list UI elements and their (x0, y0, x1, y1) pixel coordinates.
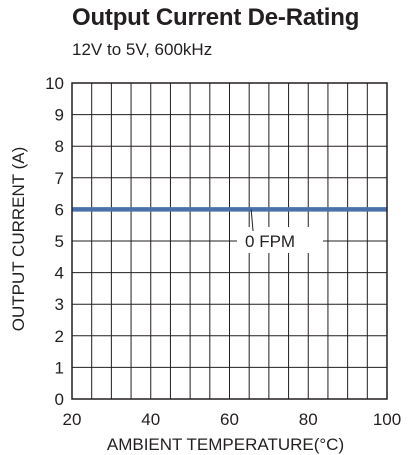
x-tick-label: 20 (63, 410, 82, 429)
x-tick-label: 60 (220, 410, 239, 429)
chart-title: Output Current De-Rating (72, 4, 360, 31)
plot-border (71, 82, 388, 400)
x-axis-label: AMBIENT TEMPERATURE(°C) (107, 435, 344, 454)
y-tick-label: 7 (55, 169, 64, 188)
y-tick-label: 2 (55, 327, 64, 346)
y-tick-label: 0 (55, 390, 64, 409)
y-tick-label: 6 (55, 200, 64, 219)
x-tick-label: 80 (299, 410, 318, 429)
annotations: 0 FPM (237, 209, 324, 253)
y-tick-label: 5 (55, 232, 64, 251)
y-tick-label: 8 (55, 137, 64, 156)
y-tick-label: 3 (55, 295, 64, 314)
chart-subtitle: 12V to 5V, 600kHz (72, 40, 213, 59)
annotation-label: 0 FPM (245, 232, 295, 251)
y-tick-label: 9 (55, 106, 64, 125)
x-tick-label: 100 (373, 410, 401, 429)
annotation-leader-line (250, 209, 254, 232)
annotation-background (237, 227, 324, 253)
x-tick-label: 40 (141, 410, 160, 429)
y-tick-label: 10 (45, 74, 64, 93)
tick-labels: 0 1 2 3 4 5 6 7 8 9 10 20 40 60 80 100 (45, 74, 401, 429)
y-tick-label: 4 (55, 264, 64, 283)
grid (72, 83, 387, 399)
plot-frame (71, 82, 388, 400)
y-tick-label: 1 (55, 358, 64, 377)
y-axis-label: OUTPUT CURRENT (A) (9, 147, 28, 332)
